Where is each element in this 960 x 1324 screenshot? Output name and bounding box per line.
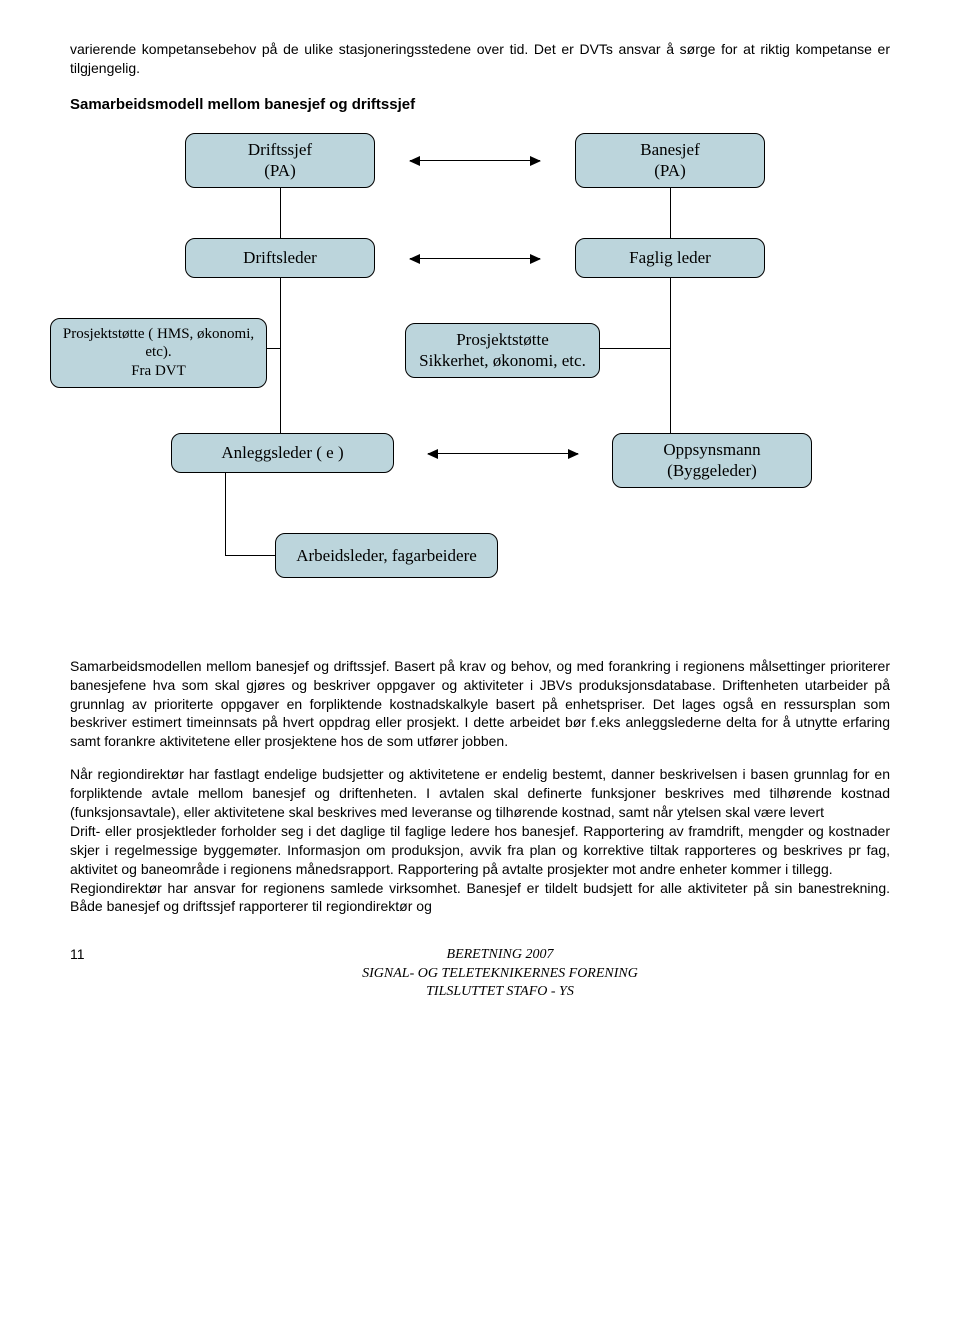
node-hms: Prosjektstøtte ( HMS, økonomi, etc). Fra… xyxy=(50,318,267,388)
node-line: Faglig leder xyxy=(629,247,711,268)
node-line: Banesjef xyxy=(640,139,699,160)
arrow-row4 xyxy=(428,453,578,454)
node-pstotte: Prosjektstøtte Sikkerhet, økonomi, etc. xyxy=(405,323,600,378)
node-line: Prosjektstøtte ( HMS, økonomi, xyxy=(63,325,254,344)
node-line: Arbeidsleder, fagarbeidere xyxy=(296,545,477,566)
body-paragraph-2: Når regiondirektør har fastlagt endelige… xyxy=(70,765,890,822)
node-banesjef: Banesjef (PA) xyxy=(575,133,765,188)
conn-anleggs-down xyxy=(225,473,226,555)
node-line: Sikkerhet, økonomi, etc. xyxy=(419,350,586,371)
node-line: etc). xyxy=(145,343,171,362)
conn-banesjef-fagligleder xyxy=(670,188,671,238)
conn-driftsleder-down xyxy=(280,278,281,433)
arrow-row1 xyxy=(410,160,540,161)
conn-arbeids-h xyxy=(225,555,275,556)
footer-line: TILSLUTTET STAFO - YS xyxy=(110,983,890,1001)
node-line: Prosjektstøtte xyxy=(456,329,549,350)
body-paragraph-4: Regiondirektør har ansvar for regionens … xyxy=(70,879,890,917)
node-line: (Byggeleder) xyxy=(667,460,757,481)
diagram-heading: Samarbeidsmodell mellom banesjef og drif… xyxy=(70,96,890,113)
node-line: Driftsleder xyxy=(243,247,317,268)
arrow-row2 xyxy=(410,258,540,259)
conn-fagligleder-down xyxy=(670,278,671,433)
node-arbeidsleder: Arbeidsleder, fagarbeidere xyxy=(275,533,498,578)
intro-paragraph: varierende kompetansebehov på de ulike s… xyxy=(70,40,890,78)
footer-text: BERETNING 2007 SIGNAL- OG TELETEKNIKERNE… xyxy=(110,946,890,1001)
node-line: Anleggsleder ( e ) xyxy=(221,442,343,463)
body-paragraph-1: Samarbeidsmodellen mellom banesjef og dr… xyxy=(70,657,890,751)
footer-line: SIGNAL- OG TELETEKNIKERNES FORENING xyxy=(110,965,890,983)
page-number: 11 xyxy=(70,946,110,962)
node-line: Driftssjef xyxy=(248,139,312,160)
node-line: (PA) xyxy=(654,160,686,181)
conn-hms-h xyxy=(265,348,281,349)
node-anleggsleder: Anleggsleder ( e ) xyxy=(171,433,394,473)
page-footer: 11 BERETNING 2007 SIGNAL- OG TELETEKNIKE… xyxy=(70,946,890,1001)
node-line: Fra DVT xyxy=(131,362,186,381)
node-line: Oppsynsmann xyxy=(663,439,760,460)
node-driftssjef: Driftssjef (PA) xyxy=(185,133,375,188)
body-paragraph-3: Drift- eller prosjektleder forholder seg… xyxy=(70,822,890,879)
conn-pstotte-h xyxy=(600,348,670,349)
org-diagram: Driftssjef (PA) Banesjef (PA) Driftslede… xyxy=(70,133,890,633)
footer-line: BERETNING 2007 xyxy=(110,946,890,964)
node-line: (PA) xyxy=(264,160,296,181)
conn-driftssjef-driftsleder xyxy=(280,188,281,238)
node-oppsynsmann: Oppsynsmann (Byggeleder) xyxy=(612,433,812,488)
node-fagligleder: Faglig leder xyxy=(575,238,765,278)
node-driftsleder: Driftsleder xyxy=(185,238,375,278)
